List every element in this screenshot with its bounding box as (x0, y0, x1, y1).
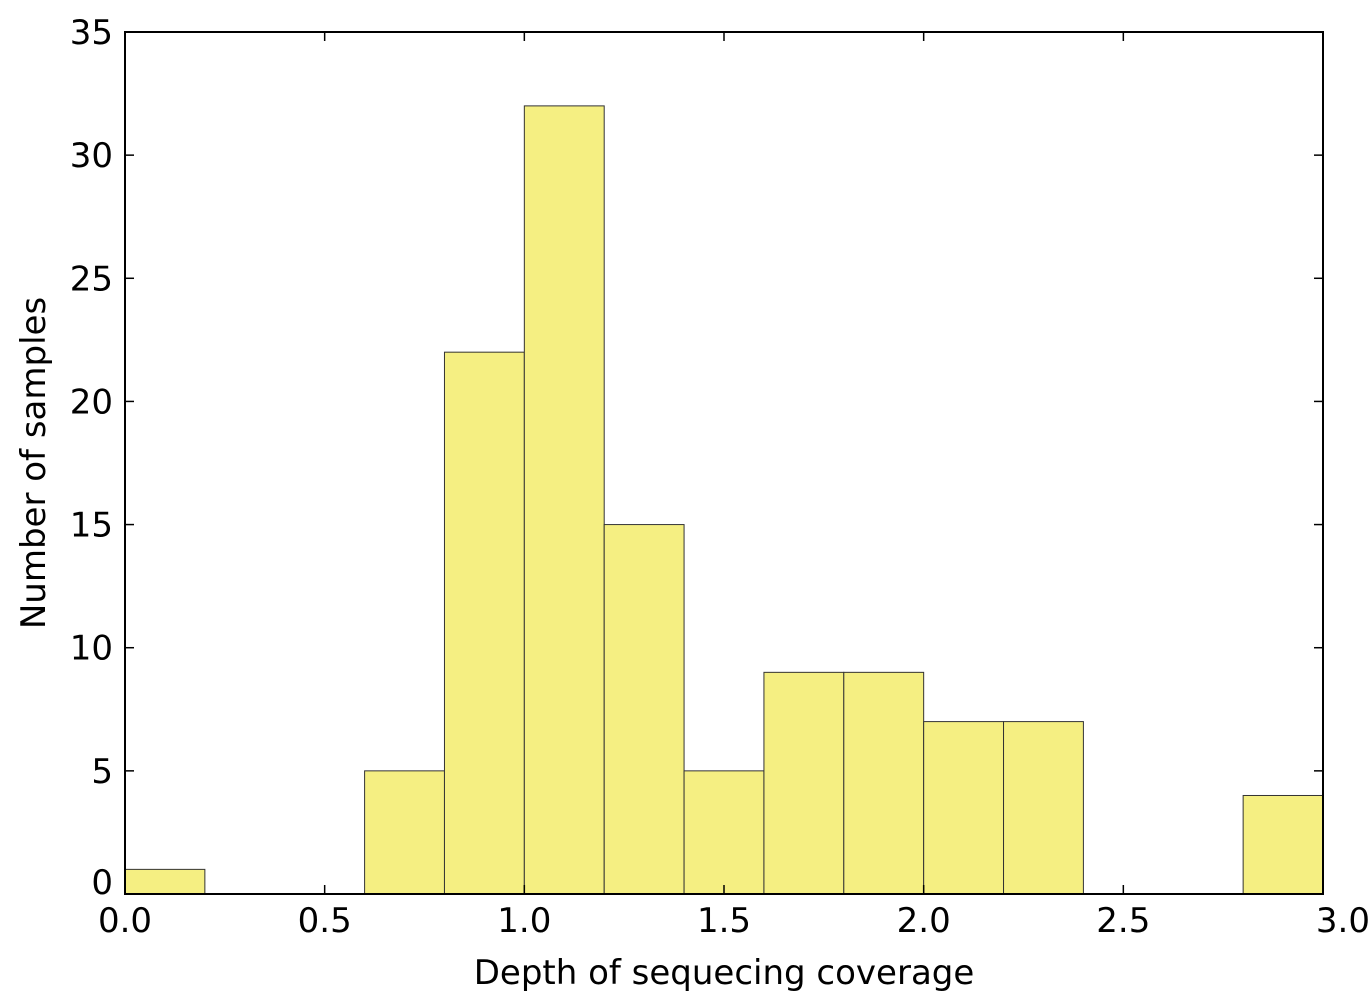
histogram-bar (523, 105, 605, 895)
y-axis-label: Number of samples (14, 297, 54, 629)
histogram-bar (923, 721, 1005, 895)
y-tick-label: 0 (91, 863, 113, 903)
bars-group (124, 105, 1324, 895)
histogram-bar (443, 351, 525, 895)
y-tick-label: 10 (70, 629, 113, 669)
x-tick-label: 1.0 (497, 901, 551, 941)
y-tick-label: 25 (70, 259, 113, 299)
histogram-bar (683, 770, 765, 895)
x-tick-label: 2.5 (1096, 901, 1150, 941)
histogram-bar (1242, 794, 1324, 895)
histogram-bar (843, 671, 925, 895)
x-axis-ticks: 0.0 0.5 1.0 1.5 2.0 2.5 3.0 (98, 32, 1370, 941)
x-tick-label: 0.0 (98, 901, 152, 941)
x-tick-label: 0.5 (298, 901, 352, 941)
y-tick-label: 5 (91, 752, 113, 792)
histogram-bar (1003, 721, 1084, 895)
plot-frame (124, 31, 1324, 895)
x-axis-label: Depth of sequecing coverage (474, 953, 975, 993)
x-tick-label: 3.0 (1316, 901, 1370, 941)
histogram-bar (124, 868, 206, 895)
y-tick-label: 35 (70, 13, 113, 53)
histogram-bar (364, 770, 445, 895)
y-tick-label: 30 (70, 136, 113, 176)
histogram-bar (603, 524, 685, 895)
y-tick-label: 20 (70, 382, 113, 422)
y-axis-ticks: 0 5 10 15 20 25 30 35 (70, 13, 1323, 903)
x-tick-label: 1.5 (697, 901, 751, 941)
x-tick-label: 2.0 (897, 901, 951, 941)
histogram-bar (763, 671, 845, 895)
y-tick-label: 15 (70, 506, 113, 546)
